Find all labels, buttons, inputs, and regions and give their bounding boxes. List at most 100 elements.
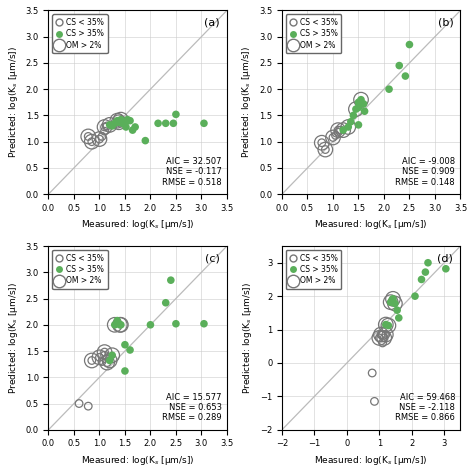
Point	[424, 259, 432, 266]
Point	[122, 123, 130, 131]
Text: (a): (a)	[204, 18, 220, 28]
Point	[116, 321, 124, 328]
Point	[389, 295, 397, 302]
Point	[381, 334, 388, 342]
Point	[339, 127, 347, 134]
Point	[146, 321, 154, 328]
Point	[96, 135, 103, 143]
Text: (c): (c)	[205, 254, 220, 264]
Point	[377, 331, 385, 338]
Point	[111, 321, 118, 328]
Point	[109, 122, 116, 130]
Text: AIC = 32.507
NSE = -0.117
RMSE = 0.518: AIC = 32.507 NSE = -0.117 RMSE = 0.518	[162, 157, 221, 187]
Point	[116, 321, 124, 328]
Point	[162, 119, 170, 127]
Point	[334, 127, 342, 134]
Point	[200, 320, 208, 328]
X-axis label: Measured: log(K$_s$ [μm/s]): Measured: log(K$_s$ [μm/s])	[81, 454, 194, 467]
Point	[84, 402, 92, 410]
Point	[379, 339, 386, 346]
Point	[103, 359, 111, 366]
Point	[101, 348, 109, 356]
Point	[391, 300, 399, 307]
Point	[384, 322, 392, 329]
Point	[334, 128, 342, 136]
Point	[111, 321, 118, 328]
Point	[352, 105, 360, 113]
Point	[379, 331, 386, 338]
Text: AIC = -9.008
NSE = 0.909
RMSE = 0.148: AIC = -9.008 NSE = 0.909 RMSE = 0.148	[395, 157, 455, 187]
Point	[357, 96, 365, 103]
Point	[318, 139, 326, 146]
Point	[329, 134, 337, 141]
Point	[382, 321, 390, 328]
Point	[101, 348, 109, 356]
Legend: CS < 35%, CS > 35%, OM > 2%: CS < 35%, CS > 35%, OM > 2%	[286, 14, 341, 54]
Text: (b): (b)	[438, 18, 453, 28]
Point	[347, 118, 355, 126]
Point	[337, 127, 345, 134]
Point	[101, 123, 109, 131]
Point	[106, 357, 113, 365]
Text: AIC = 15.577
NSE = 0.653
RMSE = 0.289: AIC = 15.577 NSE = 0.653 RMSE = 0.289	[162, 392, 221, 422]
Point	[118, 119, 126, 127]
Point	[103, 359, 111, 366]
Point	[126, 346, 134, 354]
Point	[113, 317, 121, 324]
Point	[88, 138, 96, 146]
Y-axis label: Predicted: log(K$_s$ [μm/s]): Predicted: log(K$_s$ [μm/s])	[240, 46, 254, 158]
Point	[355, 104, 362, 111]
Point	[75, 400, 83, 407]
Point	[345, 123, 352, 131]
Point	[391, 300, 399, 307]
Point	[84, 133, 92, 140]
X-axis label: Measured: log(K$_s$ [μm/s]): Measured: log(K$_s$ [μm/s])	[314, 454, 428, 467]
Point	[387, 298, 394, 306]
Point	[411, 292, 419, 300]
Point	[121, 367, 129, 375]
Point	[442, 265, 450, 273]
Point	[111, 119, 118, 127]
Point	[106, 121, 113, 128]
Point	[162, 299, 170, 307]
Point	[131, 123, 139, 131]
Point	[115, 118, 123, 126]
Point	[106, 357, 113, 365]
Point	[126, 117, 134, 125]
Point	[382, 321, 390, 328]
Point	[357, 96, 365, 103]
Point	[117, 116, 125, 123]
Point	[339, 127, 347, 134]
Point	[393, 306, 401, 314]
Point	[387, 298, 394, 306]
Point	[101, 123, 109, 131]
Point	[113, 117, 121, 125]
Point	[113, 117, 121, 125]
Point	[395, 314, 402, 322]
Point	[350, 112, 357, 119]
Point	[84, 133, 92, 140]
Point	[129, 127, 137, 134]
Point	[329, 134, 337, 141]
Point	[332, 132, 339, 139]
Point	[360, 100, 367, 108]
Y-axis label: Predicted: log(K$_s$ [μm/s]): Predicted: log(K$_s$ [μm/s])	[241, 282, 255, 394]
Point	[172, 320, 180, 328]
Point	[98, 133, 106, 140]
Point	[101, 128, 109, 135]
Y-axis label: Predicted: log(K$_s$ [μm/s]): Predicted: log(K$_s$ [μm/s])	[7, 46, 20, 158]
Point	[377, 331, 385, 338]
Text: (d): (d)	[438, 254, 453, 264]
Point	[121, 119, 129, 127]
Point	[117, 321, 125, 328]
Point	[117, 116, 125, 123]
Legend: CS < 35%, CS > 35%, OM > 2%: CS < 35%, CS > 35%, OM > 2%	[286, 250, 341, 289]
Point	[395, 62, 403, 69]
Point	[321, 146, 329, 154]
Point	[167, 276, 174, 284]
Point	[385, 85, 393, 93]
Point	[124, 116, 131, 123]
Point	[361, 108, 368, 115]
Legend: CS < 35%, CS > 35%, OM > 2%: CS < 35%, CS > 35%, OM > 2%	[52, 14, 108, 54]
Point	[172, 110, 180, 118]
